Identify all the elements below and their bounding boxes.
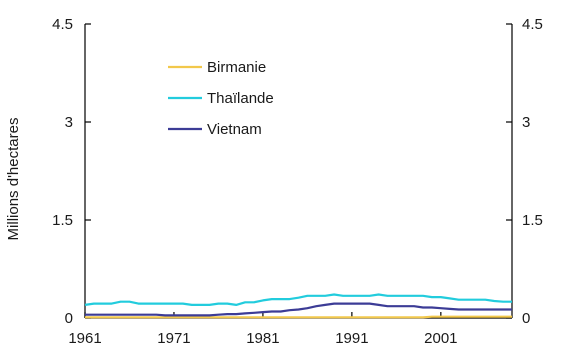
y-axis-title: Millions d'hectares	[5, 118, 22, 241]
series-line-birmanie	[85, 315, 512, 319]
x-tick-label: 1971	[157, 330, 190, 347]
series-line-vietnam	[85, 302, 512, 317]
x-tick-label: 2001	[424, 330, 457, 347]
y-tick-label-left: 4.5	[52, 16, 73, 33]
legend-label: Birmanie	[207, 59, 266, 76]
y-tick-label-right: 4.5	[522, 16, 543, 33]
y-tick-label-left: 0	[65, 310, 73, 327]
y-tick-label-right: 0	[522, 310, 530, 327]
x-tick-label: 1961	[68, 330, 101, 347]
y-tick-label-left: 3	[65, 114, 73, 131]
ticks: 0 0 1.5 1.5 3 3 4.5 4.5 1961 1971 1981 1991 2001	[52, 16, 543, 347]
y-tick-label-right: 3	[522, 114, 530, 131]
series-line-thailande	[84, 293, 512, 306]
x-tick-label: 1991	[335, 330, 368, 347]
series-lines	[84, 293, 512, 319]
legend-label: Thaïlande	[207, 90, 274, 107]
plot-frame	[84, 24, 513, 319]
y-tick-label-right: 1.5	[522, 212, 543, 229]
legend-label: Vietnam	[207, 121, 262, 138]
y-tick-label-left: 1.5	[52, 212, 73, 229]
x-tick-label: 1981	[246, 330, 279, 347]
legend: Birmanie Thaïlande Vietnam	[168, 59, 274, 138]
